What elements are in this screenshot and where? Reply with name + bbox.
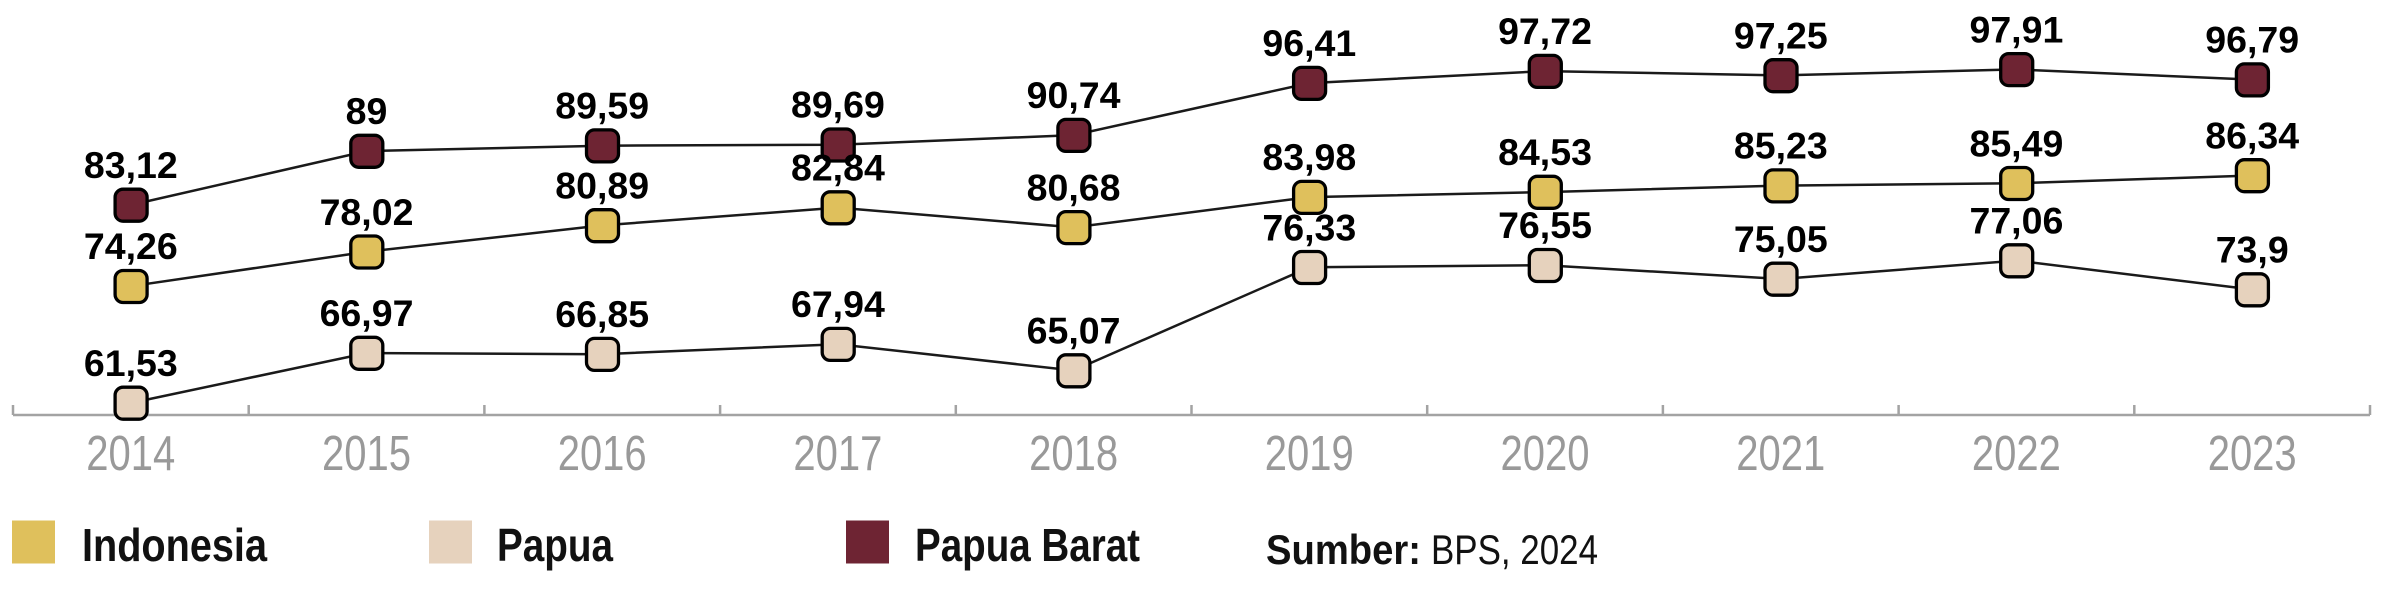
svg-text:2019: 2019 xyxy=(1265,426,1354,481)
svg-text:2022: 2022 xyxy=(1972,426,2061,481)
svg-text:BPS, 2024: BPS, 2024 xyxy=(1431,526,1598,573)
svg-text:76,55: 76,55 xyxy=(1498,204,1592,246)
svg-text:89: 89 xyxy=(346,90,388,132)
svg-text:67,94: 67,94 xyxy=(791,283,885,325)
svg-text:97,72: 97,72 xyxy=(1498,10,1592,52)
svg-text:2016: 2016 xyxy=(558,426,647,481)
svg-text:84,53: 84,53 xyxy=(1498,131,1592,173)
svg-text:96,79: 96,79 xyxy=(2205,19,2299,61)
svg-text:Papua Barat: Papua Barat xyxy=(915,519,1140,571)
svg-text:2023: 2023 xyxy=(2208,426,2297,481)
svg-text:2014: 2014 xyxy=(86,426,175,481)
svg-text:77,06: 77,06 xyxy=(1969,200,2063,242)
svg-text:66,97: 66,97 xyxy=(320,292,414,334)
svg-text:66,85: 66,85 xyxy=(555,293,649,335)
svg-text:2018: 2018 xyxy=(1029,426,1118,481)
svg-text:75,05: 75,05 xyxy=(1734,218,1828,260)
svg-text:Sumber:: Sumber: xyxy=(1266,526,1421,573)
svg-text:2017: 2017 xyxy=(793,426,882,481)
svg-text:Papua: Papua xyxy=(497,519,613,571)
svg-text:76,33: 76,33 xyxy=(1262,206,1356,248)
svg-text:96,41: 96,41 xyxy=(1262,22,1356,64)
svg-text:86,34: 86,34 xyxy=(2205,115,2299,157)
svg-text:83,98: 83,98 xyxy=(1262,136,1356,178)
svg-text:89,69: 89,69 xyxy=(791,84,885,126)
svg-text:85,23: 85,23 xyxy=(1734,125,1828,167)
svg-text:74,26: 74,26 xyxy=(84,225,178,267)
svg-text:90,74: 90,74 xyxy=(1027,74,1121,116)
svg-text:97,91: 97,91 xyxy=(1969,8,2063,50)
svg-text:2021: 2021 xyxy=(1736,426,1825,481)
svg-text:89,59: 89,59 xyxy=(555,85,649,127)
svg-text:82,84: 82,84 xyxy=(791,147,885,189)
svg-text:97,25: 97,25 xyxy=(1734,14,1828,56)
svg-text:80,68: 80,68 xyxy=(1027,166,1121,208)
svg-text:85,49: 85,49 xyxy=(1969,122,2063,164)
svg-text:83,12: 83,12 xyxy=(84,144,178,186)
svg-text:2020: 2020 xyxy=(1501,426,1590,481)
svg-text:78,02: 78,02 xyxy=(320,191,414,233)
svg-text:61,53: 61,53 xyxy=(84,342,178,384)
svg-text:65,07: 65,07 xyxy=(1027,310,1121,352)
svg-text:73,9: 73,9 xyxy=(2216,229,2289,271)
svg-text:80,89: 80,89 xyxy=(555,164,649,206)
svg-text:Indonesia: Indonesia xyxy=(82,519,267,571)
svg-text:2015: 2015 xyxy=(322,426,411,481)
